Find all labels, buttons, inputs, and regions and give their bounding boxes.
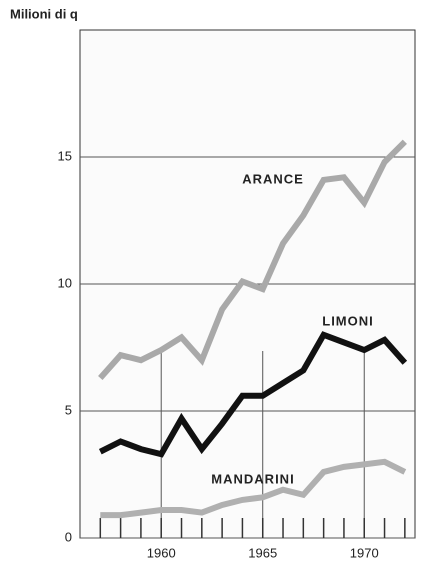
x-tick-label: 1960	[147, 545, 176, 560]
series-label: ARANCE	[242, 171, 304, 186]
y-axis-label: Milioni di q	[10, 6, 78, 21]
y-tick-label: 5	[65, 402, 72, 417]
series-label: LIMONI	[322, 313, 374, 328]
series-label: MANDARINI	[211, 471, 294, 486]
y-tick-label: 15	[58, 148, 72, 163]
series-line	[98, 139, 407, 380]
x-tick-label: 1965	[248, 545, 277, 560]
y-tick-label: 0	[65, 529, 72, 544]
series-line	[98, 331, 408, 458]
x-tick-label: 1970	[350, 545, 379, 560]
series-line	[100, 458, 407, 519]
y-tick-label: 10	[58, 275, 72, 290]
